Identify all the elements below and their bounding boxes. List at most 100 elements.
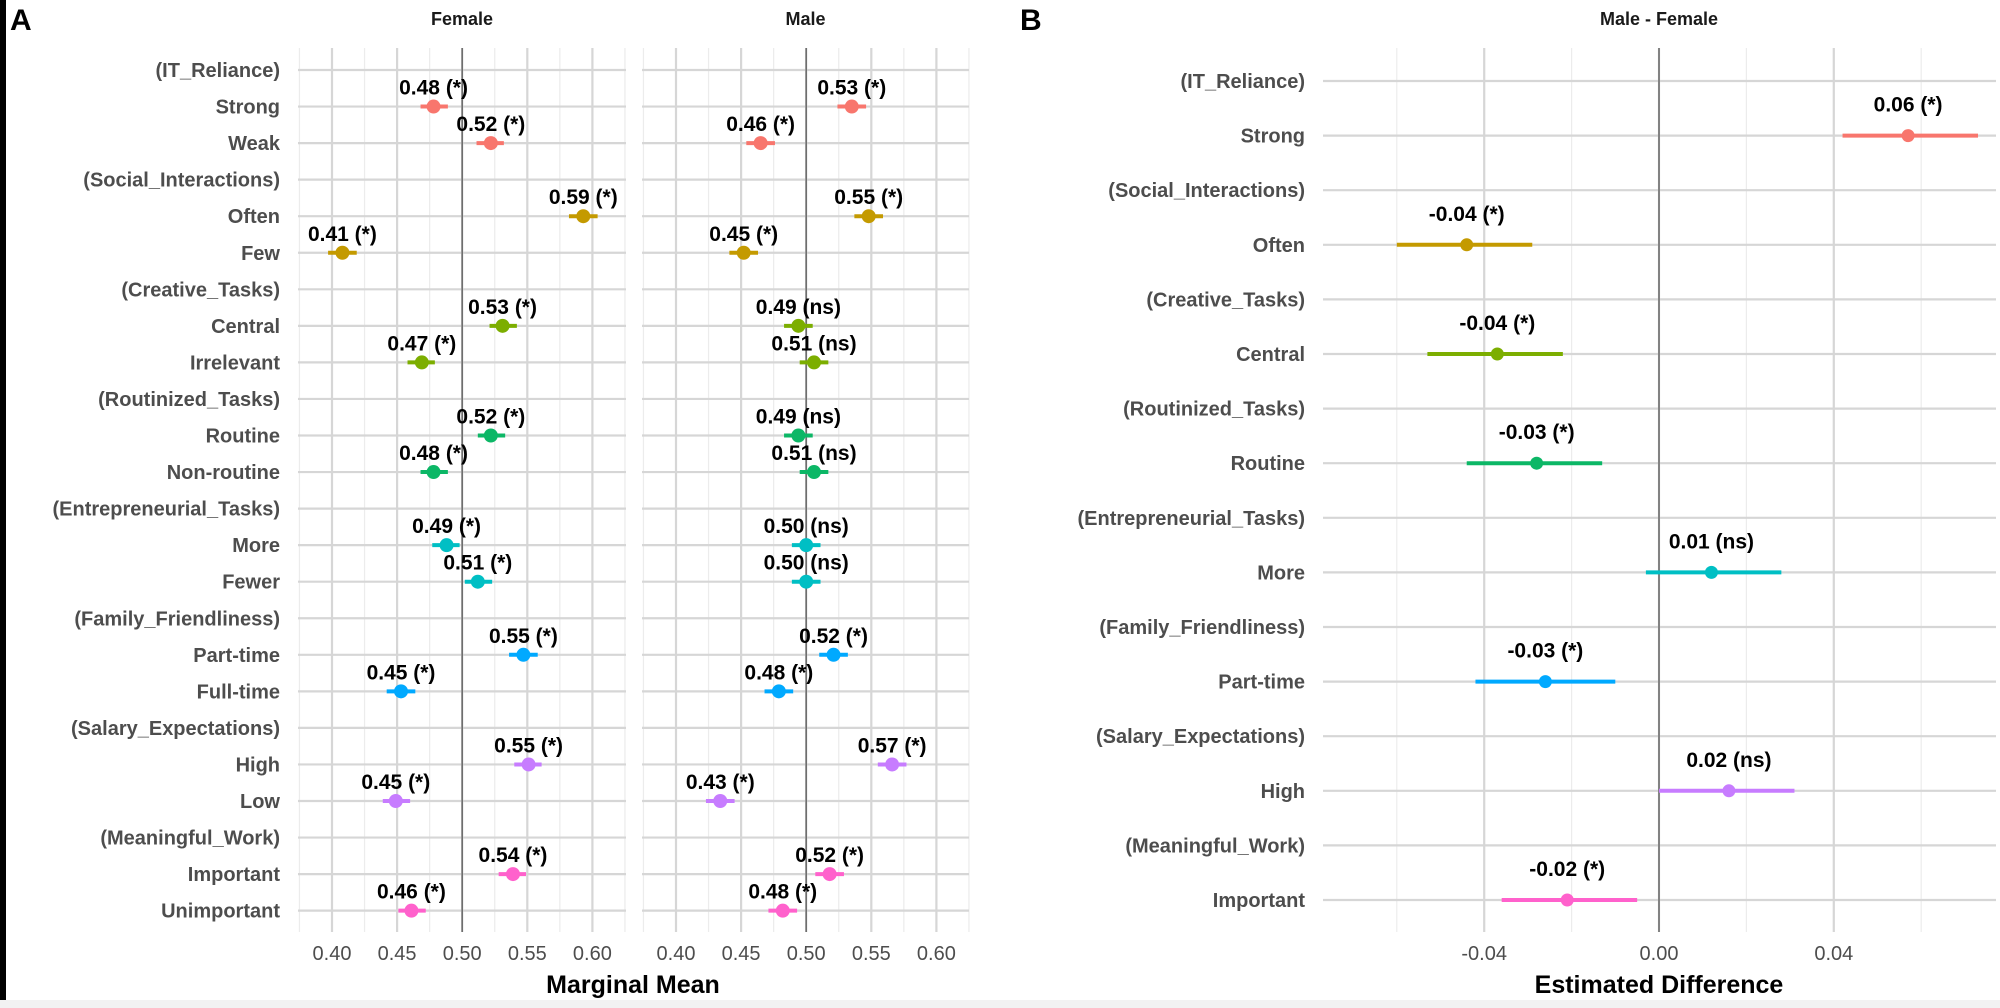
point-difference-important: -0.02 (*) xyxy=(1501,858,1638,907)
y-label-high: High xyxy=(236,754,280,776)
data-label: -0.04 (*) xyxy=(1429,203,1505,226)
estimate-dot xyxy=(1538,675,1552,689)
data-label: 0.53 (*) xyxy=(817,77,886,100)
estimate-dot xyxy=(483,136,498,151)
panel-letter-b: B xyxy=(1020,4,1042,37)
point-female-strong: 0.48 (*) xyxy=(399,77,468,114)
x-tick-label: 0.45 xyxy=(378,943,417,965)
y-label-often: Often xyxy=(1253,235,1305,257)
data-label: 0.46 (*) xyxy=(377,881,446,904)
estimate-dot xyxy=(495,318,510,333)
point-female-weak: 0.52 (*) xyxy=(456,113,525,151)
data-label: 0.57 (*) xyxy=(858,734,927,757)
point-male-full-time: 0.48 (*) xyxy=(744,661,813,699)
data-label: 0.59 (*) xyxy=(549,186,618,209)
facet-title-male: Male xyxy=(785,9,825,29)
y-label-more: More xyxy=(1257,562,1305,584)
data-label: 0.45 (*) xyxy=(361,771,430,794)
left-border xyxy=(0,0,6,1008)
estimate-dot xyxy=(1722,784,1736,798)
y-label-meaningful-work: (Meaningful_Work) xyxy=(100,828,280,850)
point-male-central: 0.49 (ns) xyxy=(756,296,841,333)
point-female-fewer: 0.51 (*) xyxy=(443,552,512,589)
estimate-dot xyxy=(822,867,837,882)
data-label: -0.03 (*) xyxy=(1499,421,1575,444)
estimate-dot xyxy=(1530,456,1544,470)
point-male-few: 0.45 (*) xyxy=(709,223,778,260)
y-label-more: More xyxy=(232,535,280,557)
point-male-part-time: 0.52 (*) xyxy=(799,625,868,662)
y-label-low: Low xyxy=(240,791,280,813)
estimate-dot xyxy=(404,903,419,918)
y-label-salary-expectations: (Salary_Expectations) xyxy=(71,718,280,740)
y-label-family-friendliness: (Family_Friendliness) xyxy=(1099,617,1305,639)
y-label-entrepreneurial-tasks: (Entrepreneurial_Tasks) xyxy=(53,499,281,521)
y-label-important: Important xyxy=(1213,890,1306,912)
estimate-dot xyxy=(439,538,454,553)
data-label: 0.52 (*) xyxy=(456,113,525,136)
y-label-meaningful-work: (Meaningful_Work) xyxy=(1125,835,1305,857)
data-label: 0.47 (*) xyxy=(387,332,456,355)
point-female-more: 0.49 (*) xyxy=(412,515,481,553)
y-label-routinized-tasks: (Routinized_Tasks) xyxy=(1123,399,1305,421)
estimate-dot xyxy=(426,99,441,114)
data-label: 0.52 (*) xyxy=(799,625,868,648)
y-label-often: Often xyxy=(228,206,280,228)
data-label: 0.06 (*) xyxy=(1874,94,1943,117)
point-male-routine: 0.49 (ns) xyxy=(756,406,841,443)
estimate-dot xyxy=(736,245,751,260)
point-male-irrelevant: 0.51 (ns) xyxy=(771,332,857,370)
data-label: 0.55 (*) xyxy=(834,186,903,209)
data-label: 0.46 (*) xyxy=(726,113,795,136)
point-male-non-routine: 0.51 (ns) xyxy=(771,442,857,480)
y-label-routinized-tasks: (Routinized_Tasks) xyxy=(98,389,280,411)
point-male-important: 0.52 (*) xyxy=(795,844,864,882)
estimate-dot xyxy=(807,355,822,370)
estimate-dot xyxy=(799,538,814,553)
data-label: 0.45 (*) xyxy=(367,661,436,684)
estimate-dot xyxy=(516,647,531,662)
y-label-social-interactions: (Social_Interactions) xyxy=(83,170,280,192)
x-tick-label: 0.50 xyxy=(443,943,482,965)
point-male-unimportant: 0.48 (*) xyxy=(748,881,817,918)
point-female-few: 0.41 (*) xyxy=(308,223,377,260)
facet-title-female: Female xyxy=(431,9,493,29)
x-tick-label: 0.60 xyxy=(917,943,956,965)
estimate-dot xyxy=(576,209,591,224)
facet-male: Male 0.40 0.45 0.50 0.55 0.60 0.53 (*) 0.46 (*… xyxy=(642,9,970,965)
data-label: 0.45 (*) xyxy=(709,223,778,246)
x-tick-label: 0.40 xyxy=(657,943,696,965)
x-tick-label: 0.00 xyxy=(1640,943,1679,965)
point-female-important: 0.54 (*) xyxy=(479,844,548,882)
point-difference-central: -0.04 (*) xyxy=(1427,312,1563,361)
estimate-dot xyxy=(388,794,403,808)
panel-a-x-axis-title: Marginal Mean xyxy=(546,971,720,999)
point-difference-more: 0.01 (ns) xyxy=(1645,530,1782,579)
data-label: 0.52 (*) xyxy=(795,844,864,867)
estimate-dot xyxy=(1704,565,1718,579)
point-male-fewer: 0.50 (ns) xyxy=(764,552,849,589)
estimate-dot xyxy=(861,209,876,224)
point-female-high: 0.55 (*) xyxy=(494,734,563,772)
y-label-entrepreneurial-tasks: (Entrepreneurial_Tasks) xyxy=(1078,508,1306,530)
estimate-dot xyxy=(335,245,350,260)
data-label: 0.48 (*) xyxy=(399,442,468,465)
point-female-unimportant: 0.46 (*) xyxy=(377,881,446,918)
data-label: -0.03 (*) xyxy=(1507,640,1583,663)
estimate-dot xyxy=(791,428,806,443)
y-label-creative-tasks: (Creative_Tasks) xyxy=(1146,289,1305,311)
x-tick-label: 0.60 xyxy=(573,943,612,965)
estimate-dot xyxy=(470,574,485,589)
estimate-dot xyxy=(394,684,409,699)
data-label: 0.41 (*) xyxy=(308,223,377,246)
y-label-routine: Routine xyxy=(1231,453,1305,475)
panel-a-marginal-means: (IT_Reliance) Strong Weak (Social_Interacti… xyxy=(53,9,970,999)
estimate-dot xyxy=(753,136,768,151)
y-label-non-routine: Non-routine xyxy=(167,462,280,484)
estimate-dot xyxy=(1490,347,1504,361)
data-label: 0.54 (*) xyxy=(479,844,548,867)
point-male-weak: 0.46 (*) xyxy=(726,113,795,151)
y-label-important: Important xyxy=(188,864,281,886)
data-label: 0.51 (*) xyxy=(443,552,512,575)
